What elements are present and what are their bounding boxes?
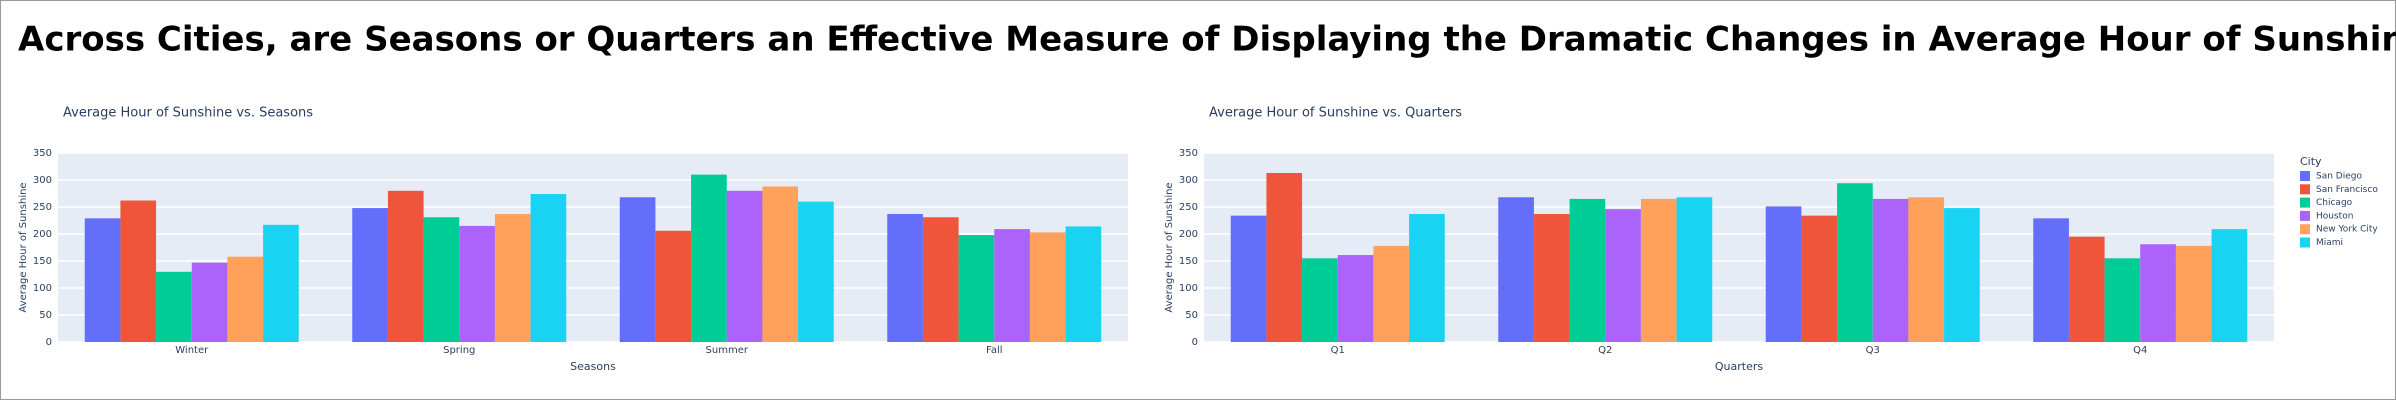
bar <box>691 174 727 342</box>
legend-swatch <box>2300 197 2310 208</box>
bar <box>922 217 959 342</box>
bar <box>1533 214 1570 342</box>
bar <box>2175 245 2212 342</box>
bar <box>1029 232 1066 342</box>
y-tick-label: 300 <box>33 175 52 186</box>
bar <box>619 197 656 342</box>
legend-swatch <box>2300 224 2310 235</box>
x-tick-label: Summer <box>706 345 749 356</box>
bar <box>1605 209 1641 342</box>
bar <box>84 218 121 342</box>
bar <box>1230 215 1267 342</box>
legend-swatch <box>2300 237 2310 248</box>
bar <box>726 190 763 342</box>
y-tick-label: 50 <box>39 310 52 321</box>
bar <box>2068 236 2105 342</box>
bar <box>530 194 567 342</box>
bar <box>1065 226 1102 342</box>
bar <box>655 230 692 342</box>
page-title: Across Cities, are Seasons or Quarters a… <box>18 20 2396 60</box>
bar <box>2104 258 2141 342</box>
y-tick-label: 0 <box>46 337 52 348</box>
bar <box>1676 197 1713 342</box>
bar <box>994 229 1030 342</box>
bar <box>1640 198 1677 342</box>
bar <box>1498 197 1534 342</box>
y-tick-label: 150 <box>33 256 52 267</box>
bar <box>958 235 995 342</box>
bar <box>1569 198 1606 342</box>
y-tick-label: 50 <box>1185 310 1198 321</box>
x-tick-label: Q3 <box>1866 345 1880 356</box>
bar <box>156 271 192 342</box>
y-tick-label: 200 <box>33 229 52 240</box>
y-tick-label: 300 <box>1179 175 1198 186</box>
x-tick-label: Spring <box>443 345 475 356</box>
bar <box>423 217 460 342</box>
bar <box>1337 255 1374 342</box>
legend-label: San Francisco <box>2316 185 2378 195</box>
chart-title: Average Hour of Sunshine vs. Seasons <box>63 106 313 121</box>
bar <box>352 208 388 342</box>
y-tick-label: 150 <box>1179 256 1198 267</box>
y-tick-label: 350 <box>33 148 52 159</box>
bar <box>191 262 228 342</box>
bar <box>1837 183 1873 342</box>
y-tick-label: 100 <box>1179 283 1198 294</box>
bar <box>1373 245 1410 342</box>
bar <box>2140 244 2176 342</box>
y-tick-label: 250 <box>33 202 52 213</box>
bar <box>387 190 424 342</box>
x-tick-label: Q4 <box>2133 345 2147 356</box>
x-axis-title: Quarters <box>1715 360 1763 373</box>
bar <box>2211 229 2248 342</box>
bar <box>1266 172 1303 342</box>
legend-swatch <box>2300 171 2310 181</box>
bar <box>887 214 923 342</box>
bar <box>1944 208 1980 342</box>
legend-swatch <box>2300 184 2310 195</box>
bar <box>1409 214 1445 342</box>
bar <box>762 186 799 342</box>
bar <box>494 214 531 342</box>
chart-title: Average Hour of Sunshine vs. Quarters <box>1209 106 1462 121</box>
legend-label: Miami <box>2316 238 2343 248</box>
x-tick-label: Fall <box>986 345 1003 356</box>
bar <box>459 225 495 342</box>
legend-swatch <box>2300 210 2310 221</box>
legend-label: San Diego <box>2316 172 2362 182</box>
legend-label: Chicago <box>2316 198 2353 208</box>
bar <box>227 256 264 342</box>
bar <box>1801 215 1838 342</box>
legend-title: City <box>2300 155 2322 168</box>
bar <box>263 224 299 342</box>
y-tick-label: 0 <box>1192 337 1198 348</box>
x-tick-label: Q1 <box>1331 345 1345 356</box>
bar <box>120 200 157 342</box>
y-tick-label: 100 <box>33 283 52 294</box>
x-tick-label: Winter <box>175 345 209 356</box>
bar <box>1302 258 1338 342</box>
y-tick-label: 250 <box>1179 202 1198 213</box>
bar <box>1765 206 1802 342</box>
bar <box>1872 198 1909 342</box>
legend-label: New York City <box>2316 225 2378 235</box>
y-tick-label: 350 <box>1179 148 1198 159</box>
legend-label: Houston <box>2316 211 2353 221</box>
y-tick-label: 200 <box>1179 229 1198 240</box>
x-axis-title: Seasons <box>570 360 616 373</box>
y-axis-title: Average Hour of Sunshine <box>18 182 29 312</box>
x-tick-label: Q2 <box>1598 345 1612 356</box>
y-axis-title: Average Hour of Sunshine <box>1164 182 1175 312</box>
bar <box>1908 197 1945 342</box>
bar <box>2033 218 2069 342</box>
bar <box>798 201 834 342</box>
